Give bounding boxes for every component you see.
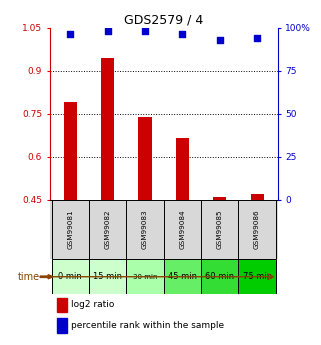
Bar bbox=[52, 259, 89, 294]
Bar bbox=[138, 117, 152, 200]
Text: percentile rank within the sample: percentile rank within the sample bbox=[71, 321, 224, 330]
Bar bbox=[64, 102, 77, 200]
Bar bbox=[89, 259, 126, 294]
Text: 75 min: 75 min bbox=[243, 272, 272, 281]
Text: time: time bbox=[18, 272, 40, 282]
Title: GDS2579 / 4: GDS2579 / 4 bbox=[124, 13, 203, 27]
Text: GSM99083: GSM99083 bbox=[142, 210, 148, 249]
Bar bbox=[101, 58, 114, 200]
Bar bbox=[176, 138, 189, 200]
Text: 45 min: 45 min bbox=[168, 272, 197, 281]
Point bbox=[143, 28, 148, 34]
Point bbox=[217, 37, 222, 42]
Text: 15 min: 15 min bbox=[93, 272, 122, 281]
Text: GSM99082: GSM99082 bbox=[105, 210, 111, 249]
Point bbox=[180, 32, 185, 37]
Bar bbox=[201, 259, 239, 294]
Text: GSM99086: GSM99086 bbox=[254, 210, 260, 249]
Bar bbox=[56, 298, 67, 312]
Bar bbox=[213, 197, 226, 200]
Text: 30 min: 30 min bbox=[133, 274, 157, 280]
Text: GSM99084: GSM99084 bbox=[179, 210, 186, 249]
Text: log2 ratio: log2 ratio bbox=[71, 300, 115, 309]
Point bbox=[105, 28, 110, 34]
Bar bbox=[239, 259, 276, 294]
Bar bbox=[126, 259, 164, 294]
Text: 0 min: 0 min bbox=[58, 272, 82, 281]
Point bbox=[255, 35, 260, 41]
Bar bbox=[56, 318, 67, 333]
Text: GSM99085: GSM99085 bbox=[217, 210, 223, 249]
Bar bbox=[251, 194, 264, 200]
Text: GSM99081: GSM99081 bbox=[67, 210, 73, 249]
Bar bbox=[164, 259, 201, 294]
Text: 60 min: 60 min bbox=[205, 272, 234, 281]
Point bbox=[68, 32, 73, 37]
